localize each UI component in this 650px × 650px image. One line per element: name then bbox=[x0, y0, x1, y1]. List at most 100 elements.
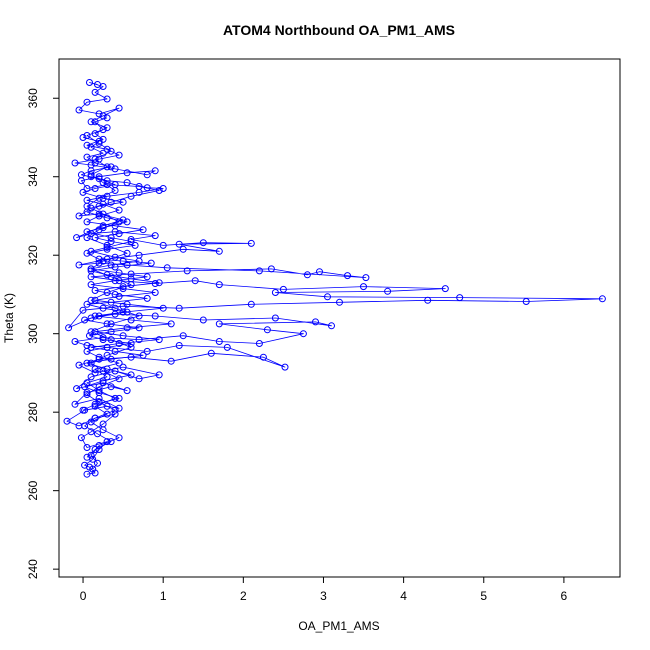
data-point bbox=[143, 347, 151, 355]
y-tick-label: 360 bbox=[26, 88, 40, 108]
data-point bbox=[107, 163, 115, 171]
data-point bbox=[175, 304, 183, 312]
data-point bbox=[87, 267, 95, 275]
data-point bbox=[107, 336, 115, 344]
data-point bbox=[73, 234, 81, 242]
data-point bbox=[143, 294, 151, 302]
data-point bbox=[86, 332, 93, 340]
data-point bbox=[151, 289, 159, 296]
data-point bbox=[312, 318, 319, 326]
data-point bbox=[127, 343, 135, 351]
data-point bbox=[91, 312, 99, 320]
y-axis: 240 260 280 300 320 340 360 bbox=[26, 88, 59, 579]
data-point bbox=[123, 179, 131, 187]
data-point bbox=[83, 132, 91, 139]
data-point bbox=[155, 336, 163, 344]
data-point bbox=[83, 300, 91, 308]
data-point bbox=[247, 300, 255, 308]
data-point bbox=[91, 159, 99, 167]
data-point bbox=[99, 304, 107, 312]
data-point bbox=[87, 118, 95, 126]
data-point bbox=[336, 298, 343, 306]
data-point bbox=[75, 261, 83, 269]
data-point bbox=[107, 198, 115, 206]
data-point bbox=[456, 294, 464, 302]
data-point bbox=[87, 373, 95, 381]
data-point bbox=[75, 106, 83, 114]
data-point bbox=[362, 274, 370, 282]
data-point bbox=[111, 187, 119, 194]
data-point bbox=[91, 118, 99, 126]
data-point bbox=[91, 400, 99, 408]
data-point bbox=[303, 271, 311, 279]
data-point bbox=[119, 332, 127, 340]
data-point bbox=[123, 387, 131, 395]
data-point bbox=[87, 204, 95, 212]
data-point bbox=[83, 347, 91, 355]
data-point bbox=[79, 134, 87, 141]
data-point bbox=[77, 434, 85, 442]
data-point bbox=[247, 239, 255, 247]
data-point bbox=[179, 245, 187, 253]
data-point bbox=[99, 222, 107, 230]
data-point bbox=[91, 185, 99, 192]
data-point bbox=[155, 187, 163, 194]
data-point bbox=[111, 410, 119, 418]
data-point bbox=[215, 247, 223, 255]
data-point bbox=[163, 264, 171, 272]
data-point bbox=[95, 226, 103, 234]
data-point bbox=[143, 184, 151, 192]
data-point bbox=[95, 442, 103, 449]
data-point bbox=[299, 330, 307, 338]
data-point bbox=[159, 241, 167, 249]
data-point bbox=[95, 110, 103, 118]
data-point bbox=[95, 387, 103, 395]
data-point bbox=[115, 151, 123, 159]
data-point bbox=[91, 155, 99, 163]
data-point bbox=[183, 267, 191, 275]
data-point bbox=[111, 253, 119, 261]
data-point bbox=[127, 281, 135, 289]
series bbox=[81, 114, 143, 461]
data-point bbox=[111, 406, 119, 414]
data-point bbox=[384, 287, 392, 295]
data-point bbox=[95, 355, 103, 363]
data-point bbox=[127, 316, 135, 324]
data-point bbox=[127, 236, 135, 243]
x-axis-label: OA_PM1_AMS bbox=[298, 619, 379, 633]
data-point bbox=[83, 453, 91, 461]
data-point bbox=[75, 361, 83, 369]
data-point bbox=[95, 202, 103, 210]
data-point bbox=[107, 355, 115, 363]
data-point bbox=[65, 324, 73, 332]
data-point bbox=[99, 135, 107, 143]
data-point bbox=[91, 287, 99, 294]
data-point bbox=[344, 272, 351, 280]
data-point bbox=[95, 139, 103, 147]
data-point bbox=[91, 446, 99, 453]
data-point bbox=[139, 226, 147, 234]
data-point bbox=[83, 444, 91, 451]
data-point bbox=[281, 363, 289, 371]
data-point bbox=[135, 336, 143, 344]
data-point bbox=[87, 359, 95, 367]
data-point bbox=[522, 298, 530, 305]
data-point bbox=[99, 210, 107, 218]
data-point bbox=[99, 426, 107, 434]
data-point bbox=[99, 149, 107, 157]
data-point bbox=[95, 210, 103, 218]
data-point bbox=[87, 418, 95, 426]
data-point bbox=[95, 212, 103, 220]
data-point bbox=[87, 171, 95, 179]
data-point bbox=[103, 410, 111, 418]
data-point bbox=[123, 169, 131, 177]
data-point bbox=[119, 363, 127, 371]
data-point bbox=[103, 271, 111, 279]
data-point bbox=[199, 316, 207, 324]
data-point bbox=[94, 459, 101, 467]
data-point bbox=[123, 324, 131, 332]
data-point bbox=[87, 281, 95, 289]
x-axis: 0 1 2 3 4 5 6 bbox=[80, 577, 568, 603]
data-point bbox=[87, 265, 95, 273]
